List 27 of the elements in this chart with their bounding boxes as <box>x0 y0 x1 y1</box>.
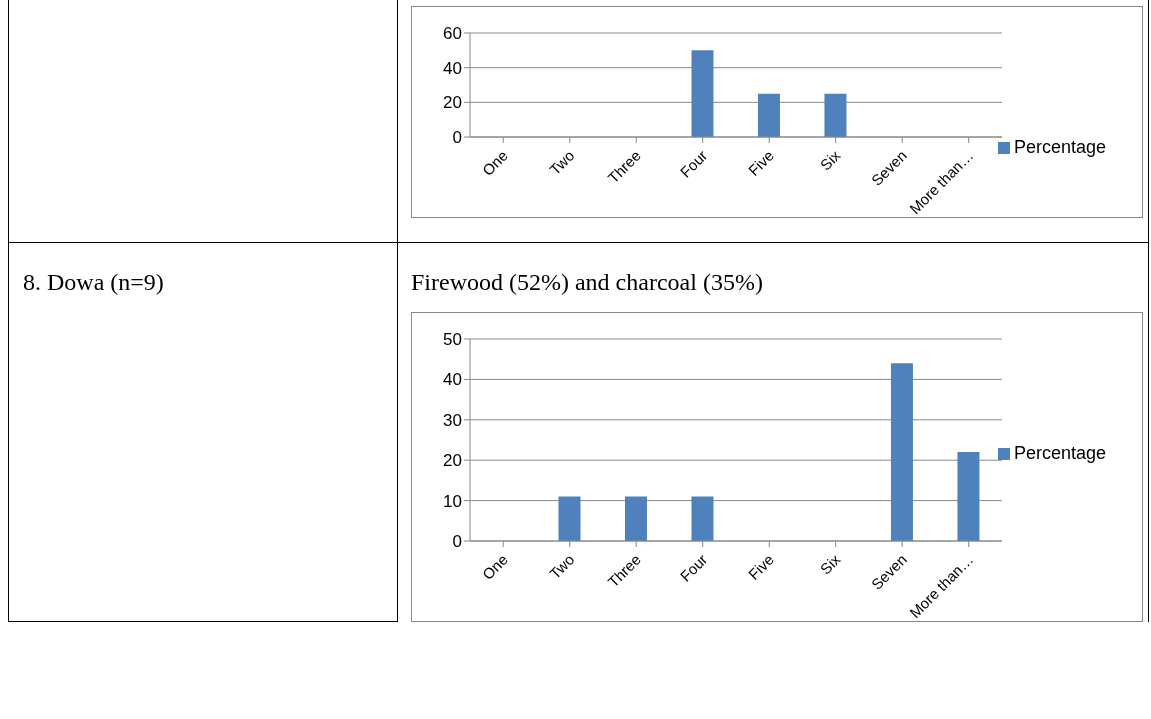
y-tick-label: 20 <box>443 450 462 470</box>
bar <box>957 451 980 541</box>
y-tick-label: 40 <box>443 58 462 78</box>
x-tick-label: One <box>478 146 512 179</box>
x-tick-label: Five <box>744 146 777 179</box>
bar <box>558 496 581 541</box>
y-tick-label: 30 <box>443 410 462 430</box>
text: 8. Dowa (n=9) <box>23 268 165 296</box>
x-tick-label: Two <box>546 550 578 582</box>
chart-title: Firewood (52%) and charcoal (35%) <box>411 268 764 296</box>
y-tick-label: 40 <box>443 369 462 389</box>
bar <box>691 496 714 541</box>
y-tick-label: 50 <box>443 329 462 349</box>
x-tick-label: Two <box>546 146 578 179</box>
y-tick-label: 20 <box>443 93 462 113</box>
x-tick-label: Six <box>816 549 844 578</box>
y-tick-label: 10 <box>443 491 462 511</box>
bar <box>624 496 647 541</box>
x-tick-label: One <box>478 550 512 583</box>
legend-label: Percentage <box>1013 137 1106 157</box>
x-tick-label: Six <box>816 146 844 174</box>
bar <box>890 362 913 541</box>
legend-label: Percentage <box>1013 442 1106 463</box>
y-tick-label: 0 <box>452 128 462 148</box>
x-tick-label: Five <box>744 550 777 583</box>
y-tick-label: 0 <box>452 531 462 551</box>
y-tick-label: 60 <box>443 24 462 44</box>
